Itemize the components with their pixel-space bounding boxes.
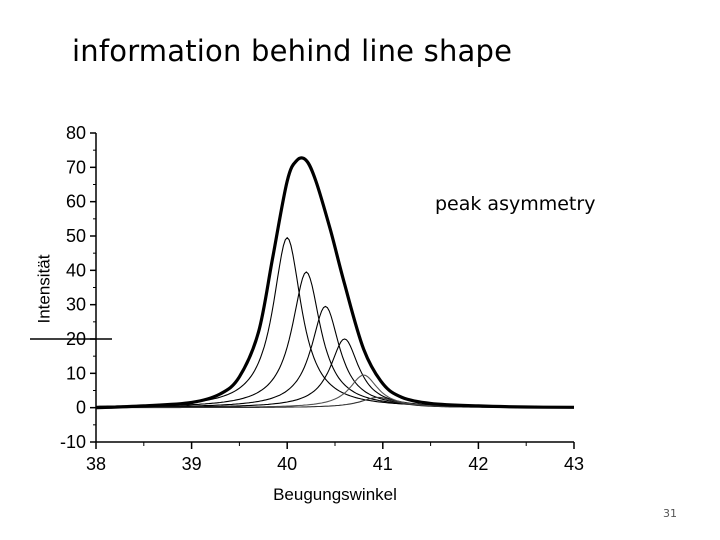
component-peak-line	[96, 374, 574, 409]
x-tick-label: 40	[277, 454, 297, 474]
y-tick-label: 10	[66, 363, 86, 383]
x-tick-label: 39	[182, 454, 202, 474]
y-tick-label: 80	[66, 123, 86, 143]
x-tick-label: 41	[373, 454, 393, 474]
x-axis-label: Beugungswinkel	[273, 485, 397, 504]
slide-title: information behind line shape	[72, 34, 513, 68]
component-peak-line	[95, 271, 574, 408]
component-peak-line	[96, 236, 575, 408]
y-tick-label: 30	[66, 295, 86, 315]
y-axis-label: Intensität	[34, 254, 53, 323]
envelope-line	[95, 156, 575, 410]
y-axis-label-group: Intensität	[34, 254, 53, 323]
curves	[95, 156, 575, 410]
component-peak-line	[96, 338, 574, 408]
x-tick-label: 42	[468, 454, 488, 474]
x-tick-label: 38	[86, 454, 106, 474]
y-tick-label: 70	[66, 157, 86, 177]
y-tick-label: -10	[60, 432, 86, 452]
peak-asymmetry-annotation: peak asymmetry	[435, 193, 596, 215]
axes	[95, 133, 574, 443]
component-peak-line	[96, 305, 574, 408]
slide-number: 31	[663, 507, 677, 520]
y-tick-label: 60	[66, 192, 86, 212]
x-tick-label: 43	[564, 454, 584, 474]
y-tick-label: 50	[66, 226, 86, 246]
y-tick-label: 40	[66, 260, 86, 280]
y-tick-label: 0	[76, 398, 86, 418]
